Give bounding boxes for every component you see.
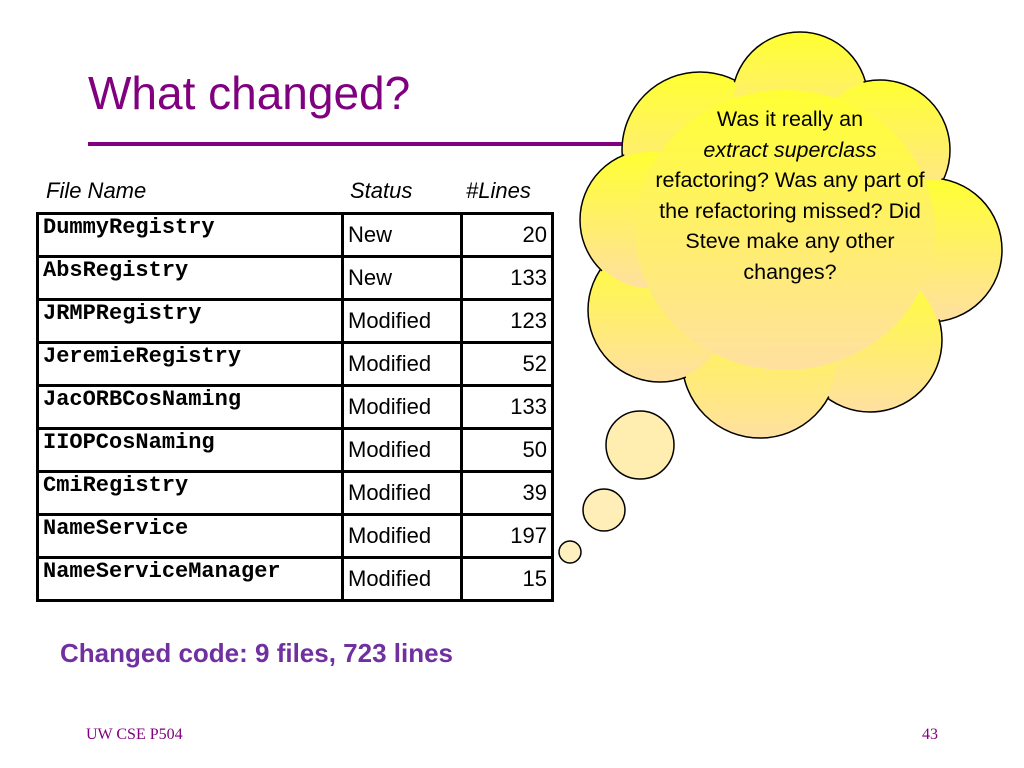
file-name-cell: DummyRegistry [36,212,344,258]
file-name-cell: JacORBCosNaming [36,384,344,430]
thought-bubble-medium [582,488,626,532]
thought-bubble-small [558,540,582,564]
file-name-cell: AbsRegistry [36,255,344,301]
line-count-cell: 20 [460,212,554,258]
table-row: IIOPCosNaming Modified 50 [36,427,554,473]
table-row: DummyRegistry New 20 [36,212,554,258]
table-row: JeremieRegistry Modified 52 [36,341,554,387]
footer-course: UW CSE P504 [86,726,183,743]
line-count-cell: 50 [460,427,554,473]
status-cell: Modified [341,513,463,559]
line-count-cell: 133 [460,255,554,301]
column-header-status: Status [350,178,413,203]
thought-cloud-text: Was it really an extract superclass refa… [655,107,925,284]
column-header-lines: #Lines [466,178,531,203]
status-cell: Modified [341,427,463,473]
status-cell: Modified [341,298,463,344]
table-row: AbsRegistry New 133 [36,255,554,301]
file-name-cell: CmiRegistry [36,470,344,516]
status-cell: Modified [341,341,463,387]
line-count-cell: 133 [460,384,554,430]
line-count-cell: 197 [460,513,554,559]
status-cell: Modified [341,470,463,516]
table-row: JRMPRegistry Modified 123 [36,298,554,344]
thought-bubble-large [605,410,675,480]
line-count-cell: 123 [460,298,554,344]
column-header-file-name: File Name [46,178,147,203]
file-name-cell: JRMPRegistry [36,298,344,344]
file-name-cell: JeremieRegistry [36,341,344,387]
file-name-cell: IIOPCosNaming [36,427,344,473]
changed-files-table: DummyRegistry New 20 AbsRegistry New 133 JRMPR… [36,212,554,602]
title-underline [88,142,648,146]
table-row: JacORBCosNaming Modified 133 [36,384,554,430]
table-row: NameService Modified 197 [36,513,554,559]
table-row: CmiRegistry Modified 39 [36,470,554,516]
table-row: NameServiceManager Modified 15 [36,556,554,602]
change-summary: Changed code: 9 files, 723 lines [60,638,454,668]
status-cell: New [341,212,463,258]
status-cell: Modified [341,384,463,430]
line-count-cell: 52 [460,341,554,387]
status-cell: Modified [341,556,463,602]
line-count-cell: 39 [460,470,554,516]
file-name-cell: NameServiceManager [36,556,344,602]
file-name-cell: NameService [36,513,344,559]
status-cell: New [341,255,463,301]
page-number: 43 [922,726,938,743]
line-count-cell: 15 [460,556,554,602]
slide-title: What changed? [88,67,411,119]
